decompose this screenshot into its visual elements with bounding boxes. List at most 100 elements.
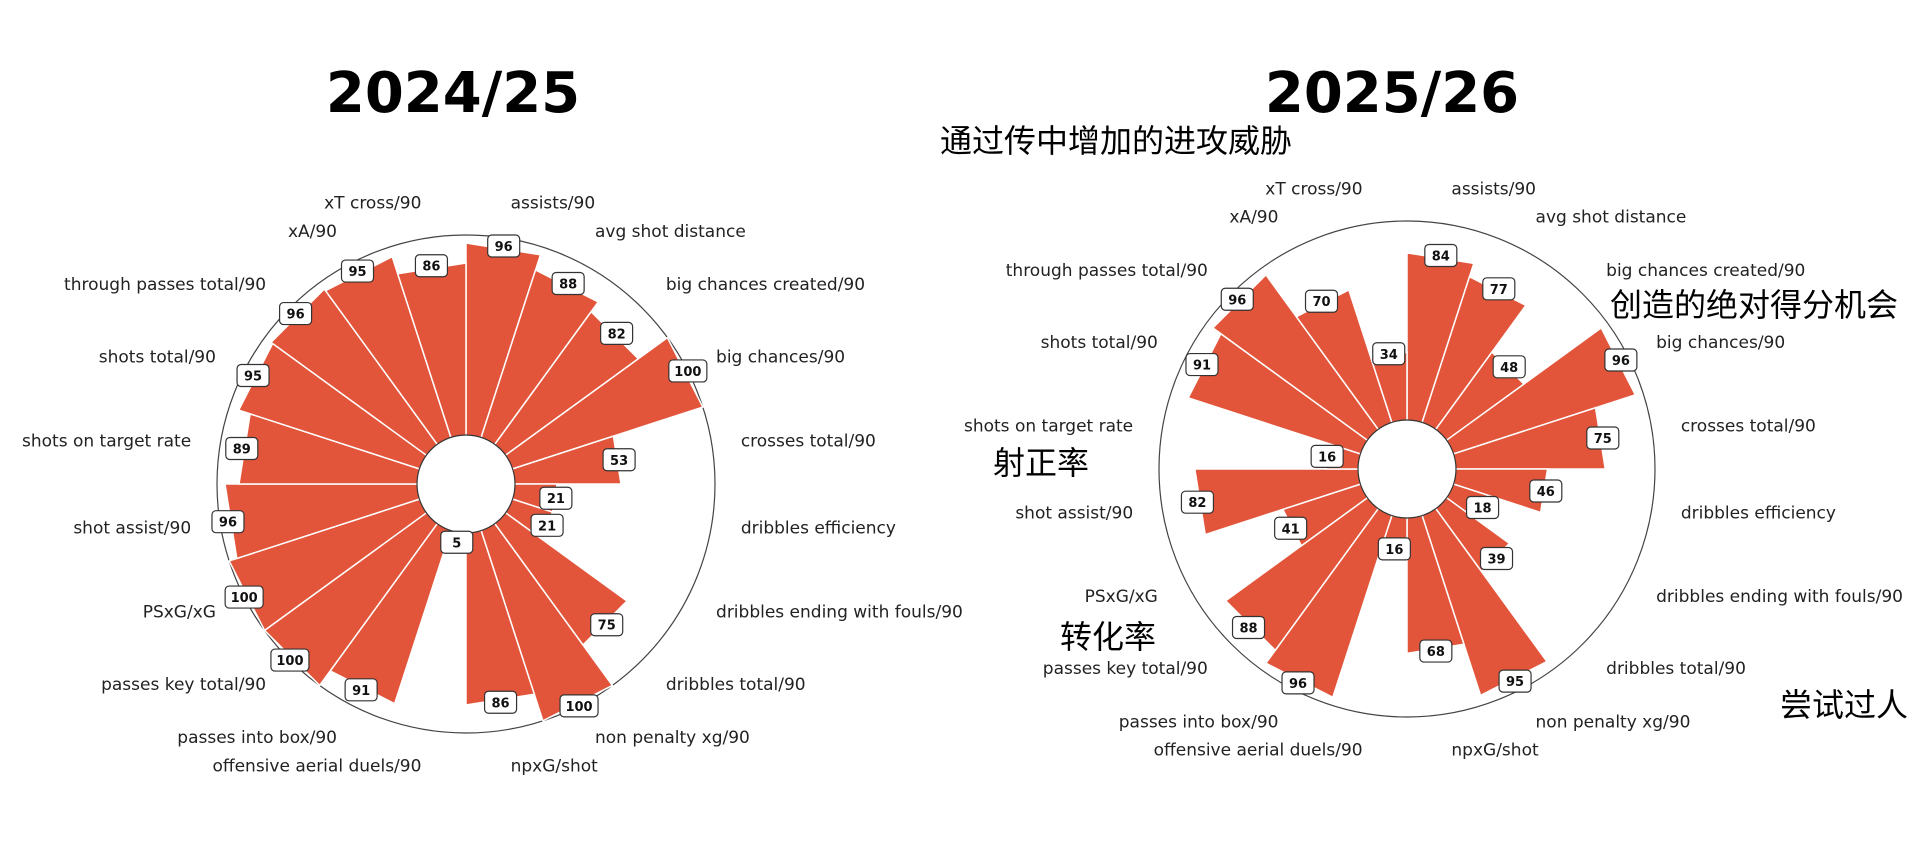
value-label-text: 88 [559, 278, 577, 293]
value-label-text: 68 [1427, 645, 1445, 660]
value-label: 96 [1604, 348, 1638, 372]
value-label-box [1377, 537, 1411, 561]
category-label: through passes total/90 [1006, 261, 1208, 281]
chart-title-right: 2025/26 [1265, 61, 1519, 126]
category-label: big chances/90 [716, 348, 845, 368]
value-label: 100 [559, 694, 599, 718]
value-label-box [414, 254, 449, 278]
value-label-text: 96 [219, 516, 237, 531]
category-label: passes into box/90 [1119, 712, 1279, 732]
value-label-box [224, 585, 264, 609]
category-label: assists/90 [1451, 180, 1536, 200]
value-label: 68 [1419, 639, 1453, 663]
value-label: 88 [1231, 615, 1266, 640]
value-label-box [1180, 490, 1215, 514]
value-label: 96 [211, 510, 245, 534]
value-label-box [1281, 671, 1315, 695]
category-label: offensive aerial duels/90 [1154, 740, 1363, 760]
value-label: 70 [1304, 289, 1339, 313]
category-label: shot assist/90 [73, 519, 191, 539]
value-label-text: 16 [1385, 543, 1403, 558]
value-label-box [483, 690, 518, 714]
value-label: 96 [1281, 671, 1315, 695]
value-label-box [1185, 352, 1219, 377]
value-label-text: 18 [1474, 502, 1492, 517]
category-label: crosses total/90 [1681, 417, 1816, 437]
value-label-box [668, 359, 708, 383]
value-label-text: 84 [1432, 250, 1450, 265]
category-label: dribbles total/90 [1606, 659, 1746, 679]
value-label-box [1479, 546, 1514, 571]
value-label-box [1372, 342, 1406, 366]
value-label-text: 46 [1537, 485, 1555, 500]
value-label: 96 [1220, 287, 1254, 311]
category-label: assists/90 [511, 194, 596, 214]
category-label: shots on target rate [964, 417, 1133, 437]
value-label-text: 95 [244, 369, 262, 384]
value-label: 95 [340, 259, 375, 283]
category-label: passes key total/90 [1043, 659, 1208, 679]
value-label-box [1586, 426, 1620, 450]
chart-title-left: 2024/25 [326, 61, 580, 126]
value-label: 77 [1482, 277, 1516, 301]
value-label-text: 96 [1612, 354, 1630, 369]
value-label-box [551, 271, 585, 296]
value-label-text: 91 [1193, 359, 1211, 374]
category-label: non penalty xg/90 [595, 728, 750, 748]
category-label: xA/90 [288, 222, 337, 242]
category-label: dribbles ending with fouls/90 [1656, 587, 1903, 607]
value-label-box [340, 259, 375, 283]
category-label: npxG/shot [1451, 740, 1539, 760]
annotation-xt-cross: 通过传中增加的进攻威胁 [940, 123, 1292, 159]
category-label: shots on target rate [22, 431, 191, 451]
value-label: 96 [487, 234, 521, 258]
annotation-dribbles-total: 尝试过人 [1780, 687, 1908, 723]
outer-ring [1158, 220, 1656, 718]
value-label-box [225, 436, 259, 461]
category-label: crosses total/90 [741, 431, 876, 451]
value-label-text: 53 [610, 454, 628, 469]
category-label: PSxG/xG [143, 602, 216, 622]
value-label-box [1274, 516, 1308, 540]
category-label: big chances/90 [1656, 333, 1785, 353]
value-label-text: 96 [287, 308, 305, 323]
value-label-text: 41 [1282, 522, 1300, 537]
category-label: npxG/shot [511, 756, 599, 776]
value-label: 91 [1185, 352, 1219, 377]
value-label-text: 86 [422, 260, 440, 275]
value-label: 18 [1465, 495, 1500, 520]
inner-hole [1357, 419, 1457, 519]
value-label: 53 [602, 448, 636, 472]
category-label: dribbles ending with fouls/90 [716, 602, 963, 622]
value-label-text: 96 [495, 240, 513, 255]
category-label: dribbles efficiency [741, 519, 896, 539]
value-label-text: 96 [1228, 293, 1246, 308]
value-label-box [236, 363, 270, 388]
annotation-psxg-xg: 转化率 [1060, 619, 1156, 655]
polar-chart-2025-26: 84 77 48 96 75 46 18 39 95 68 16 96 88 41 82 16 91 96 70 34… [964, 180, 1903, 761]
value-label-text: 100 [276, 654, 303, 669]
value-label-text: 48 [1500, 361, 1518, 376]
value-label: 100 [270, 648, 310, 672]
category-label: xA/90 [1229, 208, 1278, 228]
value-label: 95 [1498, 669, 1532, 693]
category-label: shot assist/90 [1015, 503, 1133, 523]
value-label: 75 [1586, 426, 1620, 450]
value-label: 82 [1180, 490, 1215, 514]
value-label-box [270, 648, 310, 672]
category-label: xT cross/90 [1265, 180, 1362, 200]
value-label-text: 88 [1239, 621, 1257, 636]
value-label-text: 91 [352, 684, 370, 699]
value-label-text: 86 [492, 696, 510, 711]
value-label: 86 [483, 690, 518, 714]
value-label: 46 [1529, 479, 1563, 503]
outer-ring [216, 234, 716, 734]
category-label: shots total/90 [99, 348, 216, 368]
value-label-box [1304, 289, 1339, 313]
value-label-box [530, 513, 564, 537]
value-label-box [539, 486, 573, 510]
value-label: 95 [236, 363, 270, 388]
category-label: passes key total/90 [101, 675, 266, 695]
value-label-box [487, 234, 521, 258]
